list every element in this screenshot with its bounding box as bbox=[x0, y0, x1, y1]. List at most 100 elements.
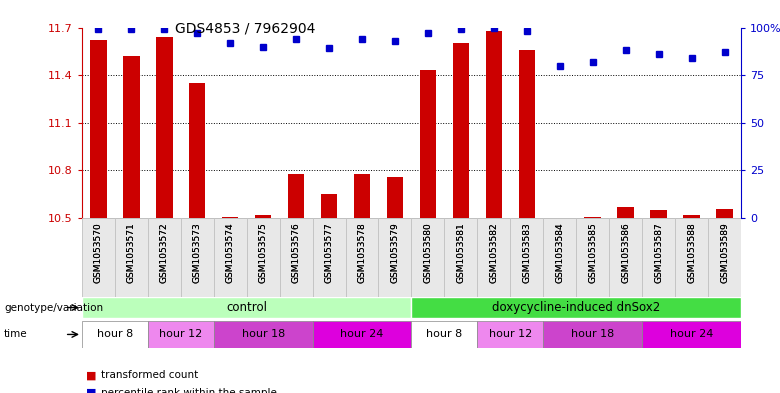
Bar bbox=[123, 56, 140, 218]
Bar bbox=[584, 217, 601, 218]
Bar bbox=[452, 43, 469, 218]
Text: ■: ■ bbox=[86, 370, 96, 380]
Text: GSM1053576: GSM1053576 bbox=[292, 222, 300, 283]
Text: GSM1053582: GSM1053582 bbox=[489, 222, 498, 283]
Bar bbox=[420, 70, 436, 218]
FancyBboxPatch shape bbox=[642, 321, 741, 348]
FancyBboxPatch shape bbox=[477, 218, 510, 297]
FancyBboxPatch shape bbox=[246, 218, 279, 297]
FancyBboxPatch shape bbox=[181, 218, 214, 297]
FancyBboxPatch shape bbox=[82, 321, 148, 348]
FancyBboxPatch shape bbox=[378, 218, 412, 297]
Bar bbox=[354, 174, 370, 218]
FancyBboxPatch shape bbox=[214, 218, 246, 297]
Text: time: time bbox=[4, 329, 27, 340]
Text: GSM1053580: GSM1053580 bbox=[424, 222, 432, 283]
Bar bbox=[189, 83, 205, 218]
FancyBboxPatch shape bbox=[279, 218, 313, 297]
Text: GSM1053581: GSM1053581 bbox=[456, 222, 466, 283]
Bar bbox=[486, 31, 502, 218]
Text: GSM1053587: GSM1053587 bbox=[654, 222, 663, 283]
Text: GSM1053571: GSM1053571 bbox=[127, 222, 136, 283]
FancyBboxPatch shape bbox=[82, 297, 412, 318]
Text: GSM1053570: GSM1053570 bbox=[94, 222, 103, 283]
Bar bbox=[651, 210, 667, 218]
FancyBboxPatch shape bbox=[544, 218, 576, 297]
Text: GSM1053578: GSM1053578 bbox=[357, 222, 367, 283]
FancyBboxPatch shape bbox=[609, 218, 642, 297]
Text: GSM1053588: GSM1053588 bbox=[687, 222, 696, 283]
FancyBboxPatch shape bbox=[477, 321, 544, 348]
Text: GSM1053574: GSM1053574 bbox=[225, 222, 235, 283]
Bar bbox=[683, 215, 700, 218]
Text: GSM1053574: GSM1053574 bbox=[225, 222, 235, 283]
Text: GSM1053580: GSM1053580 bbox=[424, 222, 432, 283]
FancyBboxPatch shape bbox=[576, 218, 609, 297]
Text: hour 24: hour 24 bbox=[670, 329, 713, 340]
Text: GSM1053577: GSM1053577 bbox=[324, 222, 334, 283]
Text: GSM1053579: GSM1053579 bbox=[391, 222, 399, 283]
FancyBboxPatch shape bbox=[313, 321, 412, 348]
Text: GSM1053581: GSM1053581 bbox=[456, 222, 466, 283]
Text: GSM1053576: GSM1053576 bbox=[292, 222, 300, 283]
FancyBboxPatch shape bbox=[544, 321, 642, 348]
Text: hour 18: hour 18 bbox=[571, 329, 615, 340]
Bar bbox=[519, 50, 535, 218]
Text: GSM1053583: GSM1053583 bbox=[523, 222, 531, 283]
FancyBboxPatch shape bbox=[708, 218, 741, 297]
FancyBboxPatch shape bbox=[445, 218, 477, 297]
Text: percentile rank within the sample: percentile rank within the sample bbox=[101, 388, 277, 393]
Text: transformed count: transformed count bbox=[101, 370, 199, 380]
Text: hour 18: hour 18 bbox=[242, 329, 285, 340]
FancyBboxPatch shape bbox=[412, 297, 741, 318]
Bar bbox=[288, 174, 304, 218]
Text: GSM1053584: GSM1053584 bbox=[555, 222, 564, 283]
Bar bbox=[716, 209, 732, 218]
Text: GSM1053585: GSM1053585 bbox=[588, 222, 597, 283]
Text: GSM1053587: GSM1053587 bbox=[654, 222, 663, 283]
Text: GSM1053575: GSM1053575 bbox=[259, 222, 268, 283]
Text: GSM1053578: GSM1053578 bbox=[357, 222, 367, 283]
FancyBboxPatch shape bbox=[412, 218, 445, 297]
Bar bbox=[321, 194, 337, 218]
Text: GSM1053586: GSM1053586 bbox=[621, 222, 630, 283]
Text: GSM1053571: GSM1053571 bbox=[127, 222, 136, 283]
Text: hour 8: hour 8 bbox=[97, 329, 133, 340]
Text: ■: ■ bbox=[86, 388, 96, 393]
Text: GSM1053573: GSM1053573 bbox=[193, 222, 202, 283]
Text: GSM1053588: GSM1053588 bbox=[687, 222, 696, 283]
Text: GSM1053579: GSM1053579 bbox=[391, 222, 399, 283]
Text: GSM1053589: GSM1053589 bbox=[720, 222, 729, 283]
Text: GSM1053570: GSM1053570 bbox=[94, 222, 103, 283]
Text: GSM1053573: GSM1053573 bbox=[193, 222, 202, 283]
Text: GSM1053586: GSM1053586 bbox=[621, 222, 630, 283]
FancyBboxPatch shape bbox=[115, 218, 148, 297]
FancyBboxPatch shape bbox=[412, 321, 477, 348]
Text: genotype/variation: genotype/variation bbox=[4, 303, 103, 312]
Text: GSM1053577: GSM1053577 bbox=[324, 222, 334, 283]
Text: GSM1053582: GSM1053582 bbox=[489, 222, 498, 283]
Bar bbox=[618, 207, 634, 218]
Text: GSM1053589: GSM1053589 bbox=[720, 222, 729, 283]
Text: GSM1053575: GSM1053575 bbox=[259, 222, 268, 283]
Text: control: control bbox=[226, 301, 268, 314]
FancyBboxPatch shape bbox=[510, 218, 544, 297]
Text: hour 12: hour 12 bbox=[159, 329, 202, 340]
Bar bbox=[387, 177, 403, 218]
Bar bbox=[255, 215, 271, 218]
FancyBboxPatch shape bbox=[148, 321, 214, 348]
Text: GDS4853 / 7962904: GDS4853 / 7962904 bbox=[176, 22, 316, 36]
FancyBboxPatch shape bbox=[82, 218, 115, 297]
Text: GSM1053572: GSM1053572 bbox=[160, 222, 168, 283]
FancyBboxPatch shape bbox=[642, 218, 675, 297]
Text: hour 12: hour 12 bbox=[489, 329, 532, 340]
Bar bbox=[222, 217, 239, 218]
Text: GSM1053585: GSM1053585 bbox=[588, 222, 597, 283]
FancyBboxPatch shape bbox=[148, 218, 181, 297]
Text: hour 8: hour 8 bbox=[427, 329, 463, 340]
Text: doxycycline-induced dnSox2: doxycycline-induced dnSox2 bbox=[492, 301, 661, 314]
FancyBboxPatch shape bbox=[675, 218, 708, 297]
Bar bbox=[156, 37, 172, 218]
FancyBboxPatch shape bbox=[214, 321, 313, 348]
Text: GSM1053584: GSM1053584 bbox=[555, 222, 564, 283]
